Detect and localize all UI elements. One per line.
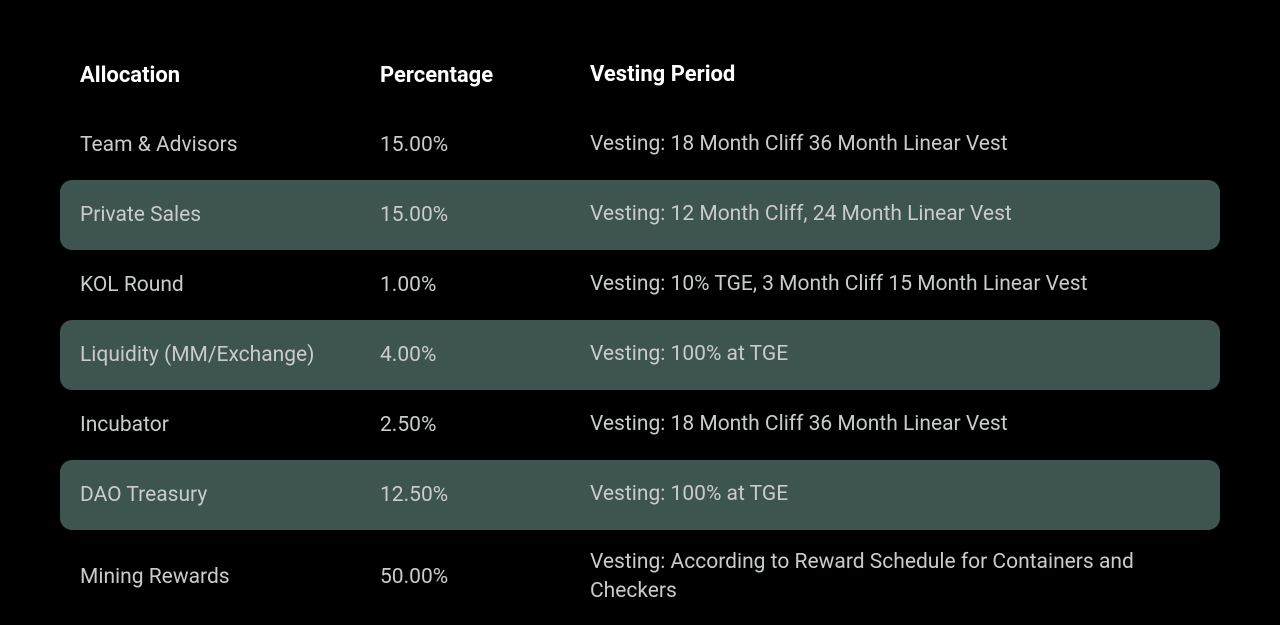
cell-vesting: Vesting: 18 Month Cliff 36 Month Linear … bbox=[590, 130, 1200, 159]
table-row: Mining Rewards 50.00% Vesting: According… bbox=[60, 530, 1220, 625]
table-row: Incubator 2.50% Vesting: 18 Month Cliff … bbox=[60, 390, 1220, 460]
cell-vesting: Vesting: 10% TGE, 3 Month Cliff 15 Month… bbox=[590, 270, 1200, 299]
table-row: KOL Round 1.00% Vesting: 10% TGE, 3 Mont… bbox=[60, 250, 1220, 320]
cell-percentage: 1.00% bbox=[380, 273, 590, 297]
cell-vesting: Vesting: 100% at TGE bbox=[590, 340, 1200, 369]
cell-percentage: 15.00% bbox=[380, 203, 590, 227]
cell-allocation: Mining Rewards bbox=[80, 565, 380, 589]
cell-allocation: Private Sales bbox=[80, 203, 380, 227]
cell-vesting: Vesting: 100% at TGE bbox=[590, 480, 1200, 509]
table-row: DAO Treasury 12.50% Vesting: 100% at TGE bbox=[60, 460, 1220, 530]
cell-allocation: Team & Advisors bbox=[80, 133, 380, 157]
table-header-row: Allocation Percentage Vesting Period bbox=[60, 40, 1220, 110]
cell-allocation: Liquidity (MM/Exchange) bbox=[80, 343, 380, 367]
table-row: Team & Advisors 15.00% Vesting: 18 Month… bbox=[60, 110, 1220, 180]
table-row: Liquidity (MM/Exchange) 4.00% Vesting: 1… bbox=[60, 320, 1220, 390]
header-allocation: Allocation bbox=[80, 63, 380, 88]
allocation-table: Allocation Percentage Vesting Period Tea… bbox=[60, 40, 1220, 625]
cell-percentage: 2.50% bbox=[380, 413, 590, 437]
cell-vesting: Vesting: 18 Month Cliff 36 Month Linear … bbox=[590, 410, 1200, 439]
header-vesting: Vesting Period bbox=[590, 60, 1200, 91]
cell-percentage: 50.00% bbox=[380, 565, 590, 589]
header-percentage: Percentage bbox=[380, 63, 590, 88]
table-row: Private Sales 15.00% Vesting: 12 Month C… bbox=[60, 180, 1220, 250]
cell-percentage: 4.00% bbox=[380, 343, 590, 367]
cell-percentage: 15.00% bbox=[380, 133, 590, 157]
cell-vesting: Vesting: 12 Month Cliff, 24 Month Linear… bbox=[590, 200, 1200, 229]
cell-allocation: DAO Treasury bbox=[80, 483, 380, 507]
cell-percentage: 12.50% bbox=[380, 483, 590, 507]
cell-allocation: KOL Round bbox=[80, 273, 380, 297]
cell-allocation: Incubator bbox=[80, 413, 380, 437]
cell-vesting: Vesting: According to Reward Schedule fo… bbox=[590, 548, 1200, 607]
